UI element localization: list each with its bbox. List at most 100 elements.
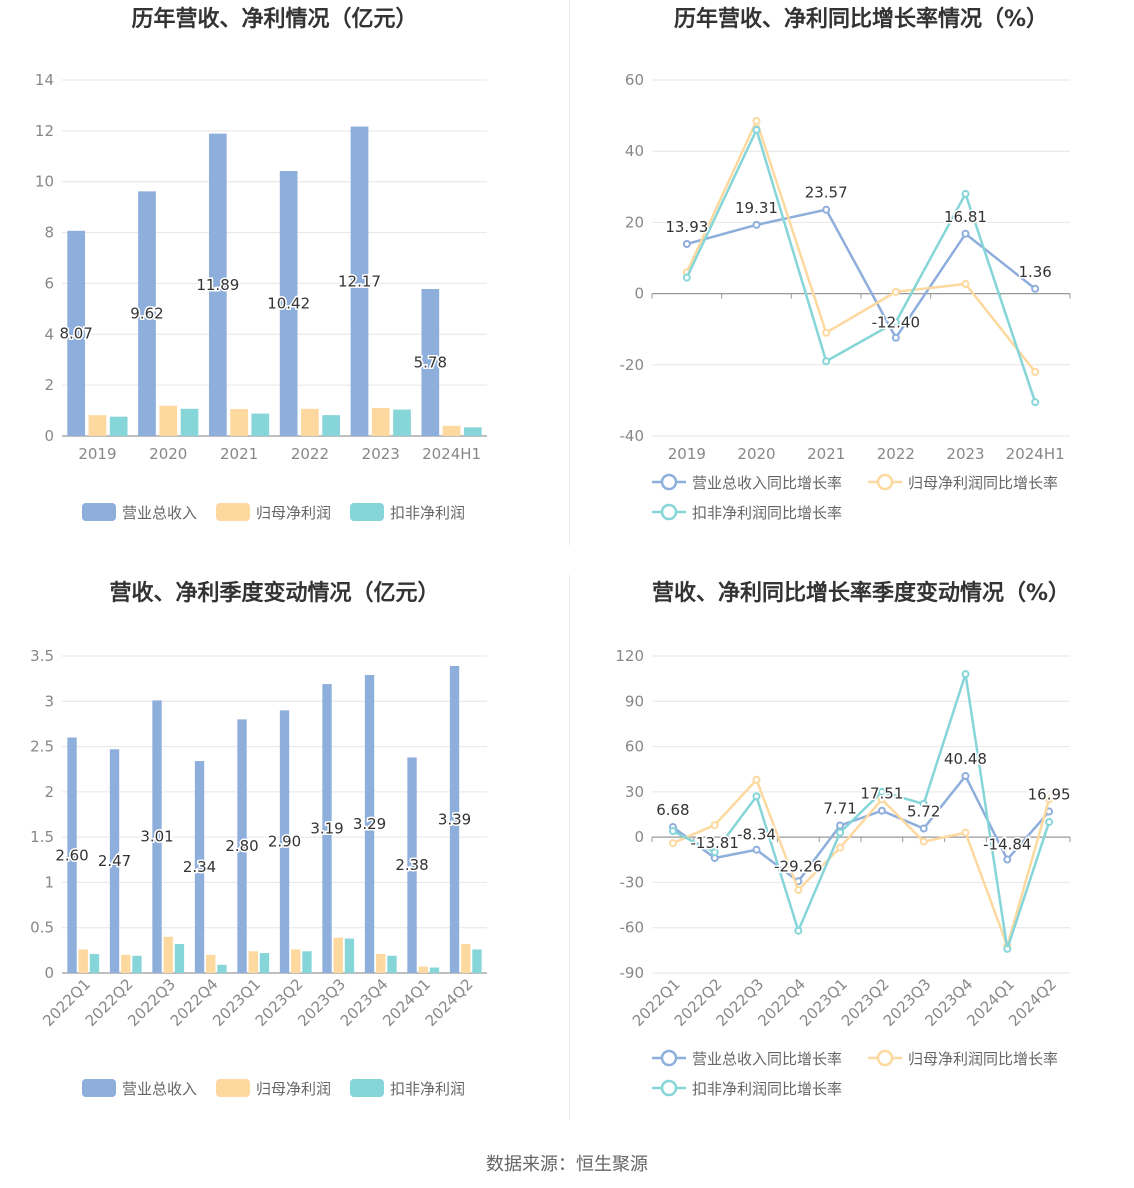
legend-label: 营业总收入同比增长率 [692,474,842,492]
data-point [752,775,761,784]
data-label: 3.29 [353,815,386,833]
chart-quarterly-growth-rate-svg: 营收、净利同比增长率季度变动情况（%）-90-60-30030609012020… [615,580,1072,1098]
data-point [710,821,719,830]
panel-divider-bottom [569,575,570,1120]
y-tick-label: -60 [620,919,645,937]
bar [393,409,411,436]
chart-canvas: 历年营收、净利同比增长率情况（%） -40 -20 0 20 40 60 2019 2020 20… [620,6,1071,522]
bar [88,415,107,436]
legend-swatch [350,1079,384,1097]
y-tick-label: 2 [44,783,54,801]
y-tick-label: 4 [44,325,54,343]
bar [121,954,131,973]
y-tick-label: 12 [35,122,54,140]
bar [174,944,185,973]
y-tick-label: 0 [634,828,644,846]
y-tick-label: 3 [44,692,54,710]
data-point [836,828,845,837]
bar [407,757,417,973]
data-point [794,926,803,935]
x-tick-label: 2020 [737,445,775,463]
legend-marker [660,503,678,521]
data-label: 10.42 [267,295,310,313]
chart-annual-growth-rate-svg: 历年营收、净利同比增长率情况（%） -40 -20 0 20 40 60 2019 2020 20… [620,6,1071,522]
data-point [1045,818,1054,827]
bar [333,937,343,973]
y-tick-label: 10 [35,173,54,191]
legend-label: 扣非净利润同比增长率 [692,504,842,522]
data-point [710,848,719,857]
y-tick-label: 8 [44,224,54,242]
legend-label: 营业总收入同比增长率 [692,1050,842,1068]
data-label: 5.78 [414,354,447,372]
data-label: 2.60 [55,846,88,864]
legend-swatch [350,503,384,521]
data-label: 2.90 [268,833,301,851]
data-point [961,772,970,781]
chart-annual-revenue-profit: 历年营收、净利情况（亿元） 0 2 4 6 8 10 12 14 2019 2020 2021 2022… [0,0,569,570]
x-tick-label: 2022 [877,445,915,463]
data-point [961,279,970,288]
chart-quarterly-revenue-profit-svg: 营收、净利季度变动情况（亿元）00.511.522.533.52022Q1202… [30,580,487,1098]
y-tick-label: -20 [620,356,645,374]
data-point [877,787,886,796]
data-point [961,189,970,198]
bar [376,953,386,973]
x-tick-label: 2023 [946,445,984,463]
x-tick-label: 2024H1 [422,445,481,463]
legend-label: 扣非净利润 [390,504,465,522]
bar [322,684,332,973]
y-tick-label: 3.5 [30,647,54,665]
y-tick-label: 120 [615,647,644,665]
y-tick-label: 40 [625,142,644,160]
data-label: 5.72 [907,803,940,821]
bar [461,944,471,973]
data-point [1031,398,1040,407]
y-tick-label: 0.5 [30,919,54,937]
chart-title: 历年营收、净利情况（亿元） [131,6,417,32]
x-tick-label: 2019 [668,445,706,463]
bar [109,416,128,436]
series-line [686,208,1036,341]
x-tick-label: 2021 [220,445,258,463]
data-label: 17.51 [860,785,903,803]
legend-label: 归母净利润同比增长率 [908,474,1058,492]
data-label: 9.62 [130,305,163,323]
chart-canvas: 营收、净利季度变动情况（亿元）00.511.522.533.52022Q1202… [30,580,487,1098]
data-point [752,125,761,134]
data-point [1003,944,1012,953]
data-point [891,287,900,296]
data-label: -8.34 [737,826,776,844]
data-label: 19.31 [735,199,778,217]
series-line [672,777,1051,950]
bar [291,949,301,973]
data-point [1003,855,1012,864]
chart-canvas: 营收、净利同比增长率季度变动情况（%）-90-60-30030609012020… [615,580,1072,1098]
bar [109,749,120,973]
y-tick-label: -40 [620,427,645,445]
bar [442,425,461,436]
chart-title: 营收、净利季度变动情况（亿元） [109,580,439,606]
bar [217,964,227,973]
y-tick-label: -30 [620,873,645,891]
x-tick-label: 2021 [807,445,845,463]
bar [89,953,100,973]
data-label: -12.40 [872,314,920,332]
legend-label: 营业总收入 [122,1080,197,1098]
chart-quarterly-revenue-profit: 营收、净利季度变动情况（亿元） 0 0.5 1 1.5 2 2.5 3 3.5 2022Q1 202… [0,575,569,1135]
bar [350,126,369,436]
y-tick-label: 1 [44,873,54,891]
bar [279,171,298,436]
x-tick-label: 2019 [78,445,116,463]
bar [67,230,86,436]
y-tick-label: 20 [625,213,644,231]
bar [194,761,205,973]
bar [67,737,77,973]
x-tick-label: 2024Q2 [422,975,477,1030]
bar [322,415,341,436]
data-point [682,273,691,282]
bar [449,665,460,973]
bar [301,408,319,436]
data-point [752,792,761,801]
data-point [1031,284,1040,293]
